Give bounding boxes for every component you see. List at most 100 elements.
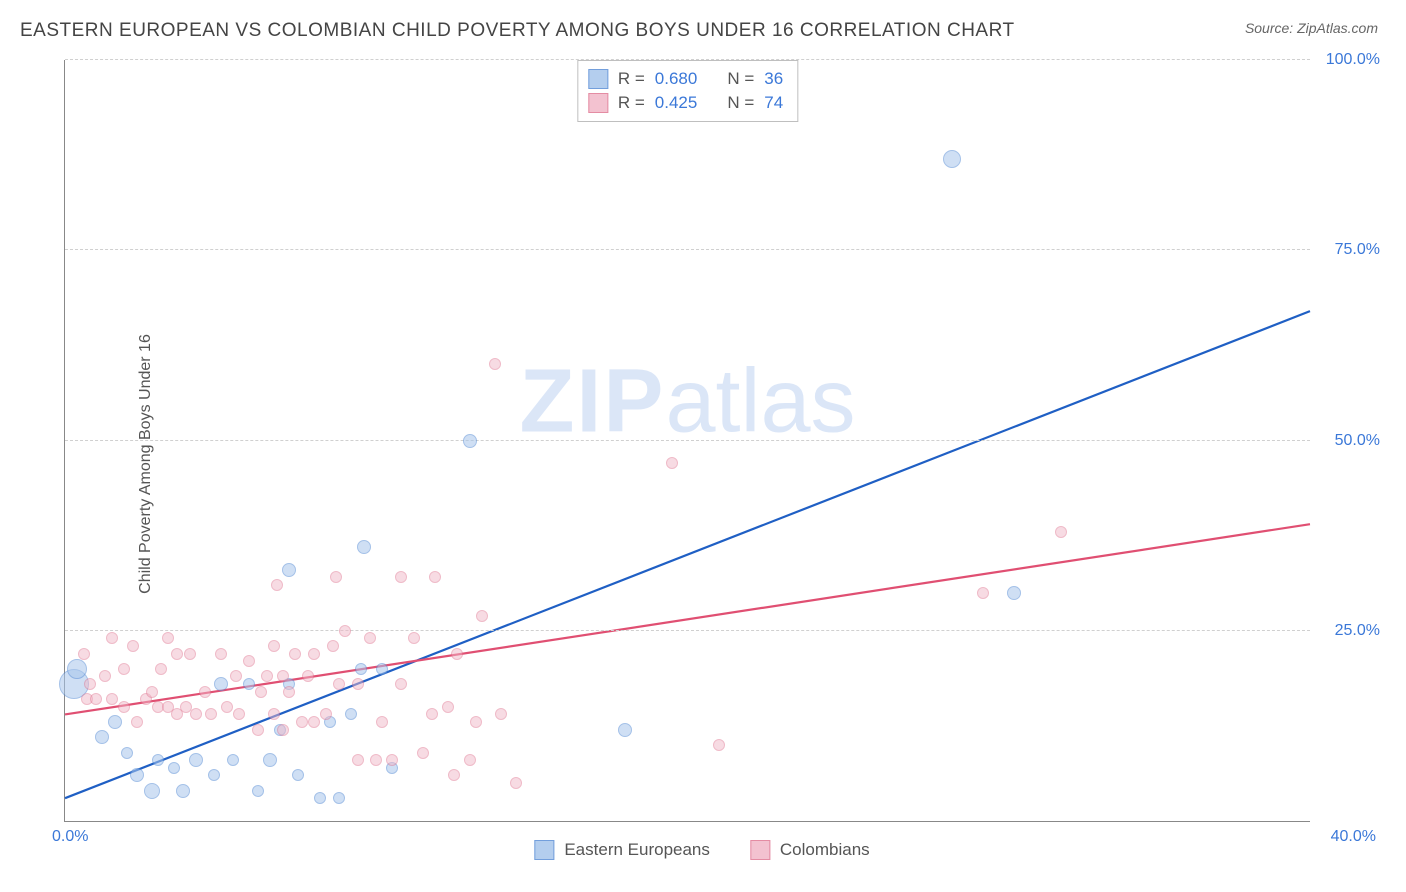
- data-point: [296, 716, 308, 728]
- data-point: [1007, 586, 1021, 600]
- data-point: [426, 708, 438, 720]
- data-point: [308, 648, 320, 660]
- data-point: [233, 708, 245, 720]
- data-point: [333, 792, 345, 804]
- data-point: [464, 754, 476, 766]
- y-tick-label: 100.0%: [1316, 51, 1380, 69]
- data-point: [352, 678, 364, 690]
- data-point: [320, 708, 332, 720]
- data-point: [476, 610, 488, 622]
- y-tick-label: 50.0%: [1316, 432, 1380, 450]
- legend-swatch: [534, 840, 554, 860]
- chart-title: EASTERN EUROPEAN VS COLOMBIAN CHILD POVE…: [20, 20, 1015, 42]
- stat-n-value: 36: [764, 69, 783, 89]
- data-point: [282, 563, 296, 577]
- data-point: [176, 784, 190, 798]
- data-point: [277, 724, 289, 736]
- data-point: [144, 783, 160, 799]
- data-point: [370, 754, 382, 766]
- data-point: [395, 571, 407, 583]
- data-point: [263, 753, 277, 767]
- chart-container: Child Poverty Among Boys Under 16 ZIPatl…: [18, 56, 1386, 872]
- data-point: [78, 648, 90, 660]
- gridline-h: [65, 440, 1310, 441]
- legend-item: Colombians: [750, 840, 870, 860]
- data-point: [333, 678, 345, 690]
- data-point: [130, 768, 144, 782]
- data-point: [230, 670, 242, 682]
- data-point: [302, 670, 314, 682]
- data-point: [417, 747, 429, 759]
- data-point: [243, 678, 255, 690]
- data-point: [106, 632, 118, 644]
- legend-bottom: Eastern Europeans Colombians: [534, 840, 869, 860]
- data-point: [308, 716, 320, 728]
- data-point: [666, 457, 678, 469]
- data-point: [131, 716, 143, 728]
- data-point: [364, 632, 376, 644]
- data-point: [106, 693, 118, 705]
- data-point: [1055, 526, 1067, 538]
- data-point: [184, 648, 196, 660]
- data-point: [127, 640, 139, 652]
- x-axis-origin-label: 0.0%: [52, 828, 88, 846]
- data-point: [292, 769, 304, 781]
- stat-n-label: N =: [727, 93, 754, 113]
- data-point: [271, 579, 283, 591]
- data-point: [252, 724, 264, 736]
- data-point: [339, 625, 351, 637]
- data-point: [208, 769, 220, 781]
- stat-n-value: 74: [764, 93, 783, 113]
- data-point: [345, 708, 357, 720]
- data-point: [261, 670, 273, 682]
- stat-n-label: N =: [727, 69, 754, 89]
- source-prefix: Source:: [1245, 20, 1297, 36]
- data-point: [189, 753, 203, 767]
- data-point: [429, 571, 441, 583]
- data-point: [90, 693, 102, 705]
- data-point: [448, 769, 460, 781]
- stats-row: R = 0.425N = 74: [588, 91, 783, 115]
- trend-line: [65, 311, 1310, 798]
- data-point: [283, 686, 295, 698]
- data-point: [386, 754, 398, 766]
- data-point: [118, 701, 130, 713]
- trend-lines-svg: [65, 60, 1310, 821]
- legend-swatch: [750, 840, 770, 860]
- legend-label: Eastern Europeans: [564, 840, 710, 860]
- data-point: [155, 663, 167, 675]
- gridline-h: [65, 630, 1310, 631]
- data-point: [463, 434, 477, 448]
- data-point: [330, 571, 342, 583]
- data-point: [618, 723, 632, 737]
- gridline-h: [65, 249, 1310, 250]
- plot-area: ZIPatlas R = 0.680N = 36R = 0.425N = 74 …: [64, 60, 1310, 822]
- data-point: [977, 587, 989, 599]
- x-axis-max-label: 40.0%: [1331, 828, 1376, 846]
- data-point: [277, 670, 289, 682]
- data-point: [146, 686, 158, 698]
- source-attribution: Source: ZipAtlas.com: [1245, 20, 1378, 36]
- data-point: [327, 640, 339, 652]
- legend-swatch: [588, 69, 608, 89]
- legend-item: Eastern Europeans: [534, 840, 710, 860]
- stats-row: R = 0.680N = 36: [588, 67, 783, 91]
- data-point: [357, 540, 371, 554]
- data-point: [95, 730, 109, 744]
- data-point: [108, 715, 122, 729]
- data-point: [510, 777, 522, 789]
- data-point: [355, 663, 367, 675]
- data-point: [352, 754, 364, 766]
- data-point: [252, 785, 264, 797]
- data-point: [152, 754, 164, 766]
- data-point: [171, 648, 183, 660]
- data-point: [268, 708, 280, 720]
- legend-label: Colombians: [780, 840, 870, 860]
- data-point: [289, 648, 301, 660]
- data-point: [214, 677, 228, 691]
- data-point: [118, 663, 130, 675]
- stat-r-label: R =: [618, 93, 645, 113]
- stats-legend-box: R = 0.680N = 36R = 0.425N = 74: [577, 60, 798, 122]
- y-tick-label: 25.0%: [1316, 622, 1380, 640]
- data-point: [67, 659, 87, 679]
